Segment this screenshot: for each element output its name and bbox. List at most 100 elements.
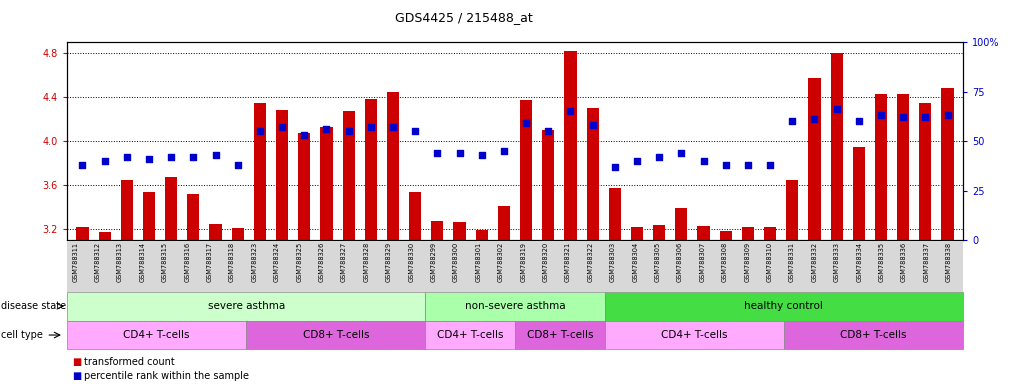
Text: GSM788301: GSM788301 [476,242,481,281]
Text: GSM788337: GSM788337 [924,242,929,281]
Point [474,152,490,158]
Bar [676,208,687,240]
Bar [897,94,909,240]
Text: GSM788333: GSM788333 [834,242,839,281]
Text: GSM788334: GSM788334 [856,242,862,281]
Bar [586,108,598,240]
Point [185,154,202,160]
Bar [343,111,354,240]
Text: GSM788328: GSM788328 [364,242,370,282]
Point [430,150,446,156]
Text: GDS4425 / 215488_at: GDS4425 / 215488_at [394,11,533,24]
Bar [653,225,665,240]
Bar [432,221,444,240]
Point [141,156,158,162]
Text: healthy control: healthy control [745,301,823,311]
Text: GSM788335: GSM788335 [879,242,885,281]
Text: GSM788302: GSM788302 [497,242,504,282]
Bar [742,227,754,240]
Bar [453,222,466,240]
Point [651,154,667,160]
Point [230,162,246,168]
Text: GSM788321: GSM788321 [565,242,571,281]
Bar [520,101,533,240]
Text: cell type: cell type [1,330,43,340]
Bar [919,103,931,240]
Text: GSM788318: GSM788318 [229,242,235,281]
Text: GSM788327: GSM788327 [341,242,347,282]
Text: GSM788315: GSM788315 [162,242,168,281]
Text: ■: ■ [72,371,81,381]
Text: ■: ■ [72,357,81,367]
Text: GSM788332: GSM788332 [812,242,818,281]
Text: transformed count: transformed count [84,357,175,367]
Bar [165,177,177,240]
Text: CD8+ T-cells: CD8+ T-cells [303,330,369,340]
Point [607,164,623,170]
Text: GSM788329: GSM788329 [386,242,391,281]
Point [584,122,600,128]
Text: GSM788320: GSM788320 [543,242,549,282]
Bar [209,223,221,240]
Text: GSM788316: GSM788316 [184,242,191,281]
Text: GSM788303: GSM788303 [610,242,616,281]
Point [939,113,956,119]
Text: severe asthma: severe asthma [208,301,285,311]
Bar [320,127,333,240]
Text: GSM788330: GSM788330 [408,242,414,281]
Bar [365,99,377,240]
Text: GSM788331: GSM788331 [789,242,795,281]
Point [784,118,800,124]
Point [562,108,579,114]
Point [851,118,867,124]
Text: GSM788309: GSM788309 [745,242,750,281]
Point [296,132,312,138]
Point [274,124,290,130]
Bar [853,147,865,240]
Text: GSM788312: GSM788312 [95,242,101,281]
Bar [253,103,266,240]
Point [340,128,356,134]
Text: GSM788326: GSM788326 [318,242,324,282]
Point [917,114,933,121]
Text: CD8+ T-cells: CD8+ T-cells [526,330,593,340]
Bar [232,228,244,240]
Text: GSM788310: GSM788310 [766,242,772,281]
Point [407,128,423,134]
Text: GSM788324: GSM788324 [274,242,280,282]
Text: GSM788306: GSM788306 [677,242,683,282]
Bar [298,133,310,240]
Bar [143,192,156,240]
Point [118,154,135,160]
Text: GSM788311: GSM788311 [72,242,78,281]
Bar [409,192,421,240]
Bar [786,180,798,240]
Point [363,124,379,130]
Text: CD4+ T-cells: CD4+ T-cells [661,330,727,340]
Point [540,128,556,134]
Text: GSM788314: GSM788314 [139,242,145,281]
Point [495,148,512,154]
Bar [809,78,821,240]
Bar [76,227,89,240]
Bar [542,130,554,240]
Point [674,150,690,156]
Bar [99,232,111,240]
Point [762,162,779,168]
Point [872,113,889,119]
Text: GSM788308: GSM788308 [722,242,728,282]
Point [207,152,224,158]
Text: GSM788307: GSM788307 [699,242,706,282]
Point [318,126,335,132]
Bar [121,180,133,240]
Text: CD4+ T-cells: CD4+ T-cells [437,330,504,340]
Text: non-severe asthma: non-severe asthma [465,301,565,311]
Bar [874,94,887,240]
Text: GSM788313: GSM788313 [117,242,123,281]
Bar [609,189,621,240]
Point [895,114,912,121]
Text: GSM788338: GSM788338 [946,242,952,281]
Text: disease state: disease state [1,301,66,311]
Point [451,150,468,156]
Point [518,120,535,126]
